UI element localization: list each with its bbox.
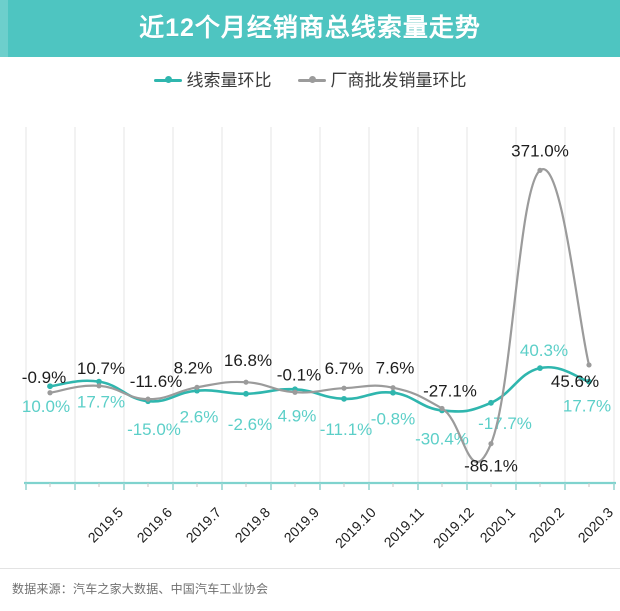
data-label: 6.7%	[325, 359, 364, 378]
x-axis-tick-label: 2020.3	[574, 504, 617, 546]
data-label: 17.7%	[563, 397, 611, 416]
data-label: -11.6%	[130, 372, 183, 391]
series-line	[48, 365, 591, 413]
x-axis-tick-label: 2019.11	[380, 504, 427, 551]
legend-label-wholesale: 厂商批发销量环比	[330, 70, 467, 90]
data-label: -27.1%	[423, 381, 477, 400]
data-label: 2.6%	[180, 408, 219, 427]
legend-item-leads[interactable]: 线索量环比	[153, 70, 272, 90]
data-point[interactable]	[243, 379, 249, 385]
data-point[interactable]	[488, 399, 494, 406]
chart-header-band: 近12个月经销商总线索量走势	[0, 0, 620, 57]
x-axis-labels: 2019.5 2019.6 2019.7 2019.8 2019.9 2019.10 201…	[0, 498, 620, 568]
data-label: -15.0%	[127, 420, 181, 439]
data-source-note: 数据来源：汽车之家大数据、中国汽车工业协会	[12, 582, 269, 596]
data-label: -86.1%	[464, 457, 518, 476]
data-point[interactable]	[96, 383, 102, 389]
chart-legend: 线索量环比 厂商批发销量环比	[0, 62, 620, 98]
data-point[interactable]	[341, 395, 347, 402]
x-axis-tick-label: 2019.5	[84, 504, 127, 546]
data-label: -2.6%	[228, 415, 272, 434]
legend-label-leads: 线索量环比	[186, 70, 272, 90]
data-point[interactable]	[537, 365, 543, 372]
data-label: 10.0%	[22, 397, 70, 416]
data-point[interactable]	[488, 441, 494, 447]
x-axis-tick-label: 2019.12	[429, 504, 477, 552]
data-label: 45.6%	[551, 372, 599, 391]
data-label: -17.7%	[478, 414, 532, 433]
x-axis-tick-label: 2020.1	[476, 504, 519, 546]
data-point[interactable]	[47, 390, 53, 396]
data-point[interactable]	[586, 362, 592, 368]
data-point[interactable]	[243, 390, 249, 397]
data-label: -30.4%	[415, 429, 469, 448]
data-label: 371.0%	[511, 141, 569, 160]
data-label: -0.9%	[22, 368, 66, 387]
footer-divider	[0, 568, 620, 569]
data-point[interactable]	[341, 385, 347, 391]
data-point[interactable]	[537, 167, 543, 173]
legend-item-wholesale[interactable]: 厂商批发销量环比	[297, 70, 467, 90]
x-axis-tick-label: 2019.10	[331, 504, 379, 552]
page-title: 近12个月经销商总线索量走势	[139, 14, 481, 42]
series-wholesale	[47, 167, 592, 464]
legend-line-dot-icon-leads	[153, 74, 182, 86]
data-label: 4.9%	[278, 406, 317, 425]
line-chart-svg: 10.0% 17.7%-15.0%2.6% -2.6% 4.9%-11.1%-0.8%…	[22, 127, 616, 490]
data-label: -0.8%	[371, 410, 415, 429]
data-label: -0.1%	[277, 365, 321, 384]
data-label: -11.1%	[320, 420, 373, 439]
data-label: 17.7%	[77, 393, 125, 412]
chart-plot-area: 10.0% 17.7% -15.0% 2.6% -2.6% 4.9% -11.1% -0.8%…	[0, 98, 620, 498]
series-line	[48, 168, 591, 464]
data-point[interactable]	[439, 405, 445, 412]
data-label: 7.6%	[376, 359, 415, 378]
x-axis-tick-label: 2019.8	[231, 504, 274, 546]
x-axis-tick-label: 2020.2	[525, 504, 568, 546]
data-label: 10.7%	[77, 359, 125, 378]
data-point[interactable]	[145, 396, 151, 402]
header-left-accent	[0, 0, 8, 57]
data-point[interactable]	[47, 383, 53, 390]
legend-line-dot-icon-wholesale	[297, 74, 326, 86]
data-point[interactable]	[194, 384, 200, 390]
x-axis-tick-label: 2019.7	[182, 504, 225, 546]
data-point[interactable]	[586, 378, 592, 385]
x-axis-tick-label: 2019.9	[280, 504, 323, 546]
x-axis-tick-label: 2019.6	[133, 504, 176, 546]
data-label: 16.8%	[224, 351, 272, 370]
data-label: 40.3%	[520, 341, 568, 360]
data-label: 8.2%	[174, 358, 213, 377]
data-point[interactable]	[292, 389, 298, 395]
data-point[interactable]	[96, 378, 102, 385]
data-point[interactable]	[390, 389, 396, 396]
data-point[interactable]	[390, 385, 396, 391]
